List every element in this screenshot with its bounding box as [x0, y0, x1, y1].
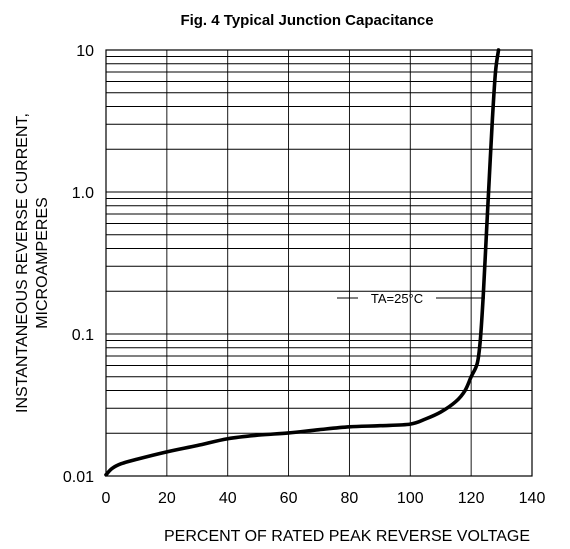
y-tick-label: 10 [76, 43, 94, 60]
y-tick-label: 0.01 [63, 469, 94, 486]
y-tick-label: 0.1 [72, 327, 94, 344]
x-tick-label: 0 [102, 490, 111, 507]
y-axis-label-line1: INSTANTANEOUS REVERSE CURRENT, [14, 113, 31, 413]
x-axis-label: PERCENT OF RATED PEAK REVERSE VOLTAGE [164, 528, 530, 545]
plot-frame [105, 49, 533, 477]
chart-title: Fig. 4 Typical Junction Capacitance [180, 12, 433, 29]
tick-labels: 0 20 40 60 80 100 120 140 0.01 0.1 1.0 10 [63, 43, 546, 507]
grid [105, 50, 533, 477]
x-tick-label: 100 [397, 490, 424, 507]
y-tick-label: 1.0 [72, 185, 94, 202]
series-line [104, 48, 501, 477]
x-tick-label: 120 [458, 490, 485, 507]
annotation-group: TA=25°C [337, 291, 485, 306]
x-tick-label: 80 [341, 490, 359, 507]
x-tick-label: 60 [280, 490, 298, 507]
x-tick-label: 140 [519, 490, 546, 507]
x-tick-label: 20 [158, 490, 176, 507]
x-tick-label: 40 [219, 490, 237, 507]
annotation: TA=25°C [371, 291, 423, 306]
y-axis-label-line2: MICROAMPERES [34, 197, 51, 329]
